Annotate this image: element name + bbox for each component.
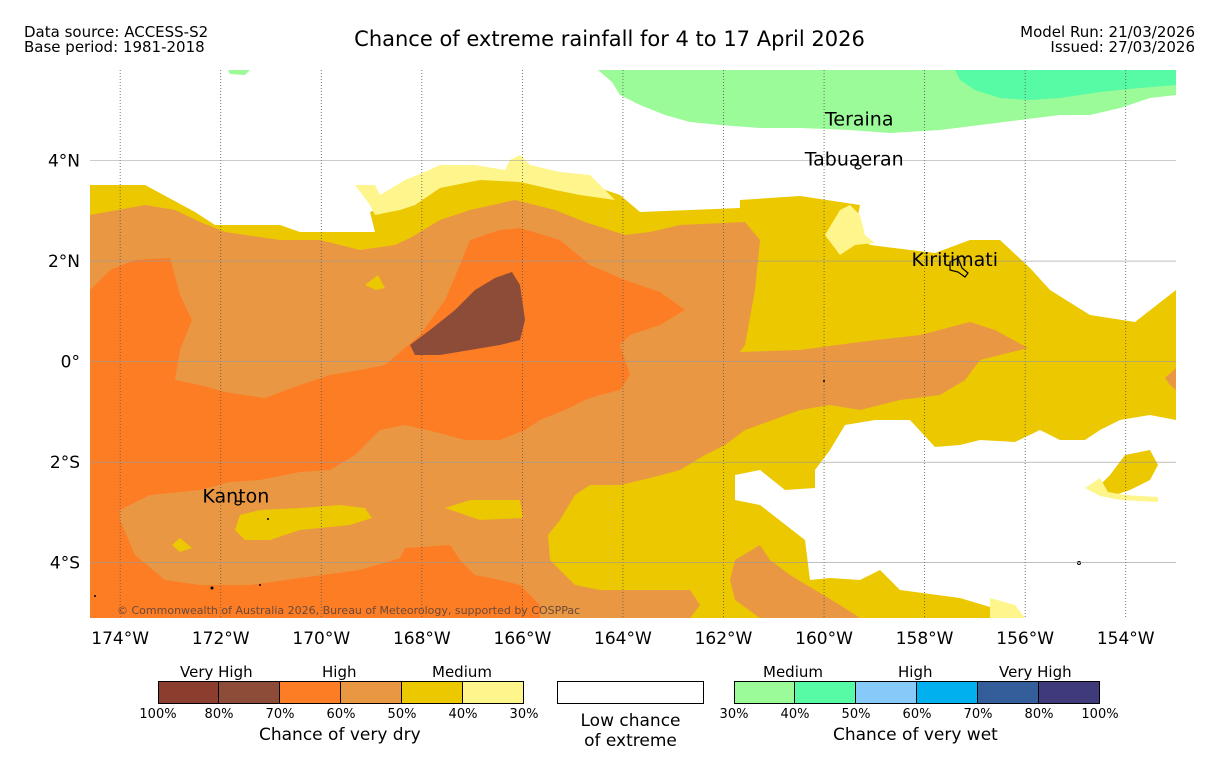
island-dot-1 [210,586,214,590]
tabuaeran-island [854,164,862,170]
x-tick-label: 168°W [393,629,451,649]
wet-cat-high: High [898,663,933,681]
island-dot-6 [94,595,96,597]
wet-swatch [795,681,856,704]
low-chance-label: Low chance of extreme [557,711,704,751]
x-tick-label: 158°W [896,629,954,649]
low-chance-line1: Low chance [580,711,681,731]
map-title: Chance of extreme rainfall for 4 to 17 A… [354,27,865,51]
place-labels: Teraina Tabuaeran Kiritimati Kanton [202,108,998,507]
wet-tick: 100% [1081,707,1119,722]
wet-tick: 50% [841,707,871,722]
dry-swatch [463,681,524,704]
wet-tick: 60% [902,707,932,722]
y-tick-label: 4°N [48,151,80,171]
base-period: Base period: 1981-2018 [24,38,205,56]
place-label: Kanton [202,485,269,507]
wet-tick: 30% [719,707,749,722]
wet-tick: 80% [1024,707,1054,722]
rainfall-map[interactable]: 174°W 172°W 170°W 168°W 166°W 164°W 162°W 160°W… [0,0,1219,660]
region-wet-medium-2 [955,70,1176,100]
x-tick-label: 164°W [594,629,652,649]
model-run: Model Run: 21/03/2026 [1020,23,1195,41]
dry-swatch [158,681,219,704]
region-dry-low-tab [825,205,875,255]
dry-swatch [402,681,463,704]
wet-tick: 70% [963,707,993,722]
dry-tick: 30% [509,707,539,722]
wet-swatch [978,681,1039,704]
dry-tick: 60% [326,707,356,722]
wet-cat-very-high: Very High [999,663,1072,681]
region-dry-high-light-se [730,545,860,618]
dry-tick: 100% [139,707,177,722]
wet-tick: 40% [780,707,810,722]
region-dry-high-light-east [1165,368,1176,390]
island-dot-2 [259,584,261,586]
x-tick-label: 154°W [1097,629,1155,649]
grid-lines [90,70,1176,618]
header-left: Data source: ACCESS-S2 Base period: 1981… [24,25,208,55]
region-dry-patch-yellow-k2 [172,538,192,552]
x-tick-label: 174°W [91,629,149,649]
dry-tick: 80% [204,707,234,722]
low-chance-swatch [557,681,704,704]
kiritimati-island [949,257,969,278]
kanton-island [234,500,242,506]
region-dry-patch-yellow-kanton [235,505,372,540]
wet-cat-medium: Medium [763,663,823,681]
wet-swatch [1039,681,1100,704]
issued-date: Issued: 27/03/2026 [1050,38,1195,56]
region-dry-patch-yellow-s [445,500,523,520]
header-right: Model Run: 21/03/2026 Issued: 27/03/2026 [1020,25,1195,55]
copyright-text: © Commonwealth of Australia 2026, Bureau… [117,604,580,617]
y-tick-label: 2°S [50,453,80,473]
wet-swatch [856,681,917,704]
region-dry-patch-yellow-n [365,275,385,290]
dry-cat-medium: Medium [432,663,492,681]
map-plot-area [90,70,1176,618]
dry-cat-high: High [322,663,357,681]
region-dry-medium-east [1095,450,1158,495]
x-tick-label: 156°W [996,629,1054,649]
wet-caption: Chance of very wet [833,725,998,745]
y-tick-label: 2°N [48,252,80,272]
place-label: Kiritimati [912,249,998,271]
y-tick-label: 4°S [50,554,80,574]
x-tick-label: 172°W [192,629,250,649]
low-chance-line2: of extreme [584,731,677,751]
x-tick-label: 162°W [695,629,753,649]
dry-swatch [280,681,341,704]
region-dry-low-se [990,598,1025,618]
place-label: Tabuaeran [804,149,904,171]
dry-tick: 70% [265,707,295,722]
x-tick-label: 170°W [292,629,350,649]
wet-swatch [917,681,978,704]
island-dot-4 [1077,561,1081,565]
place-label: Teraina [824,108,894,130]
wet-swatch [734,681,795,704]
region-dry-high [90,228,685,618]
x-tick-label: 160°W [795,629,853,649]
x-tick-label: 166°W [494,629,552,649]
region-wet-medium-nw [228,70,250,75]
dry-cat-very-high: Very High [180,663,253,681]
dry-tick: 50% [387,707,417,722]
dry-swatch [219,681,280,704]
dry-swatch [341,681,402,704]
dry-tick: 40% [448,707,478,722]
region-dry-very-high [410,272,525,355]
region-dry-low-east [1085,478,1158,502]
island-dot-3 [823,380,825,382]
island-dot-5 [267,518,269,520]
x-tick-labels: 174°W 172°W 170°W 168°W 166°W 164°W 162°W 160°W… [91,629,1155,649]
region-dry-low-north [355,155,615,215]
data-source: Data source: ACCESS-S2 [24,23,209,41]
y-tick-labels: 4°N 2°N 0° 2°S 4°S [48,151,80,573]
y-tick-label: 0° [61,353,80,373]
dry-caption: Chance of very dry [259,725,421,745]
